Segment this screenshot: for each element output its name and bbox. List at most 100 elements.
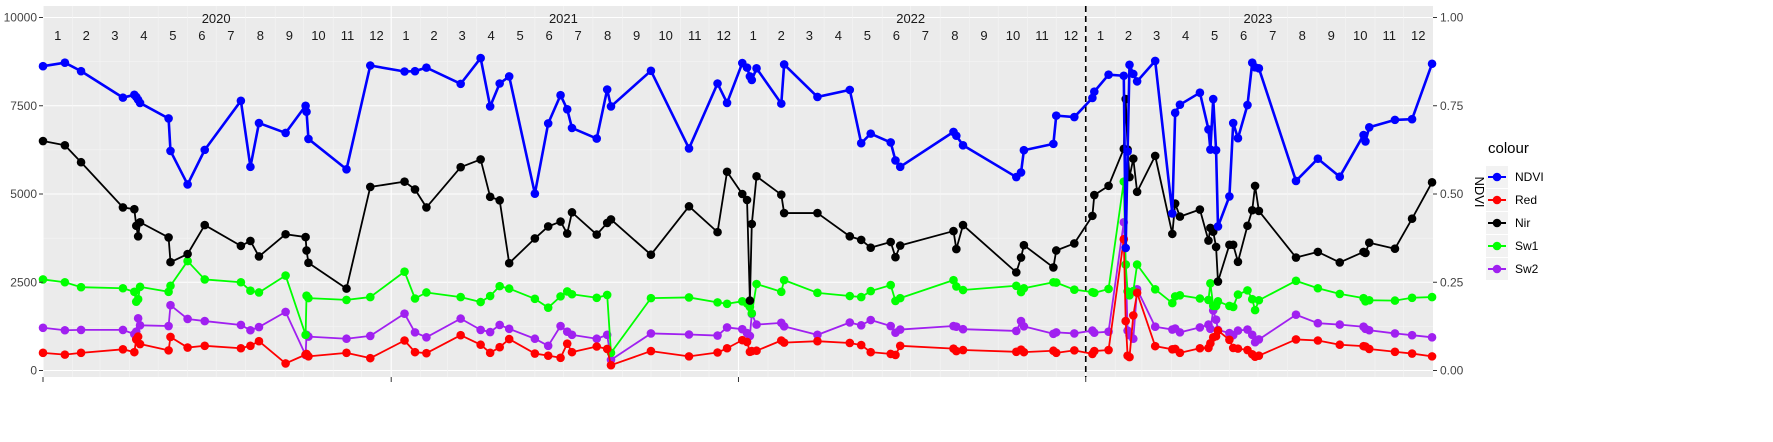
year-label: 2023 (1243, 11, 1272, 26)
data-point-red (1407, 349, 1417, 358)
legend-label: Sw1 (1515, 239, 1539, 253)
data-point-ndvi (742, 63, 752, 72)
data-point-sw1 (166, 281, 175, 291)
data-point-sw1 (1121, 260, 1130, 269)
data-point-ndvi (456, 79, 465, 89)
data-point-sw1 (281, 271, 290, 280)
data-point-nir (118, 203, 128, 212)
data-point-nir (556, 217, 565, 226)
data-point-sw2 (1247, 330, 1257, 340)
data-point-ndvi (747, 75, 757, 85)
data-point-nir (1019, 240, 1029, 250)
right-tick-label: 0.50 (1440, 187, 1464, 201)
data-point-nir (342, 284, 351, 293)
data-point-nir (1361, 248, 1370, 258)
data-point-nir (752, 172, 761, 181)
data-point-nir (183, 249, 192, 259)
data-point-sw1 (1213, 297, 1223, 306)
month-label: 3 (111, 28, 118, 43)
data-point-red (1090, 346, 1099, 356)
data-point-red (556, 353, 565, 363)
data-point-red (779, 338, 789, 347)
data-point-red (1051, 348, 1061, 358)
data-point-red (1254, 351, 1264, 360)
month-label: 8 (257, 28, 264, 43)
data-point-sw1 (543, 303, 553, 312)
month-label: 9 (1328, 28, 1335, 43)
month-label: 5 (864, 28, 871, 43)
data-point-nir (1090, 190, 1099, 200)
month-label: 1 (54, 28, 61, 43)
data-point-red (422, 348, 431, 358)
data-point-red (1390, 347, 1400, 357)
data-point-red (856, 340, 866, 350)
month-label: 8 (951, 28, 958, 43)
data-point-red (1233, 344, 1243, 353)
data-point-red (135, 339, 145, 349)
data-point-sw1 (752, 279, 761, 289)
data-point-red (602, 344, 612, 354)
data-point-ndvi (1019, 145, 1029, 155)
data-point-sw2 (60, 325, 70, 335)
data-point-red (485, 348, 495, 358)
data-point-nir (1195, 205, 1205, 214)
data-point-nir (1254, 206, 1264, 216)
legend-label: NDVI (1515, 170, 1544, 184)
data-point-nir (745, 296, 755, 305)
legend-title: colour (1488, 140, 1529, 157)
data-point-red (342, 348, 351, 358)
data-point-ndvi (562, 104, 572, 114)
data-point-sw1 (400, 267, 409, 276)
data-point-sw2 (1254, 335, 1264, 344)
data-point-sw1 (1364, 295, 1374, 305)
data-point-sw2 (1335, 320, 1345, 329)
data-point-ndvi (1427, 59, 1437, 69)
data-point-sw1 (254, 288, 264, 297)
data-point-sw2 (684, 330, 694, 339)
year-label: 2022 (896, 11, 925, 26)
data-point-nir (281, 229, 290, 239)
data-point-sw1 (1254, 295, 1264, 305)
data-point-sw1 (236, 277, 246, 287)
data-point-ndvi (1132, 77, 1142, 86)
data-point-sw1 (1313, 283, 1323, 293)
data-point-ndvi (713, 79, 722, 88)
data-point-red (304, 352, 313, 361)
data-point-ndvi (342, 164, 351, 174)
data-point-sw2 (958, 324, 968, 334)
data-point-sw2 (856, 321, 866, 330)
data-point-ndvi (422, 63, 431, 72)
data-point-nir (365, 182, 375, 192)
data-point-nir (1049, 263, 1058, 272)
data-point-nir (60, 140, 70, 150)
data-point-sw2 (164, 321, 173, 331)
data-point-sw2 (1364, 325, 1374, 335)
data-point-nir (562, 229, 572, 238)
data-point-ndvi (592, 134, 602, 143)
data-point-sw2 (422, 333, 431, 342)
left-tick-label: 7500 (10, 99, 37, 113)
month-label: 5 (1211, 28, 1218, 43)
right-axis-title: NDVI (1472, 176, 1487, 207)
data-point-sw2 (495, 320, 504, 330)
data-point-sw2 (1051, 328, 1061, 337)
data-point-ndvi (1228, 118, 1238, 128)
left-tick-label: 0 (30, 364, 37, 378)
data-point-ndvi (166, 146, 175, 156)
data-point-red (1070, 346, 1079, 355)
data-point-sw2 (400, 309, 409, 318)
data-point-nir (1243, 221, 1252, 231)
data-point-nir (891, 252, 900, 262)
data-point-red (1129, 311, 1138, 320)
data-point-sw2 (567, 330, 577, 340)
data-point-ndvi (886, 138, 896, 147)
data-point-ndvi (895, 162, 905, 172)
month-label: 12 (1064, 28, 1078, 43)
data-point-nir (1088, 211, 1097, 221)
data-point-sw2 (895, 325, 905, 334)
data-point-ndvi (183, 180, 192, 189)
month-label: 6 (546, 28, 553, 43)
data-point-ndvi (1119, 71, 1129, 81)
data-point-sw2 (200, 316, 210, 326)
